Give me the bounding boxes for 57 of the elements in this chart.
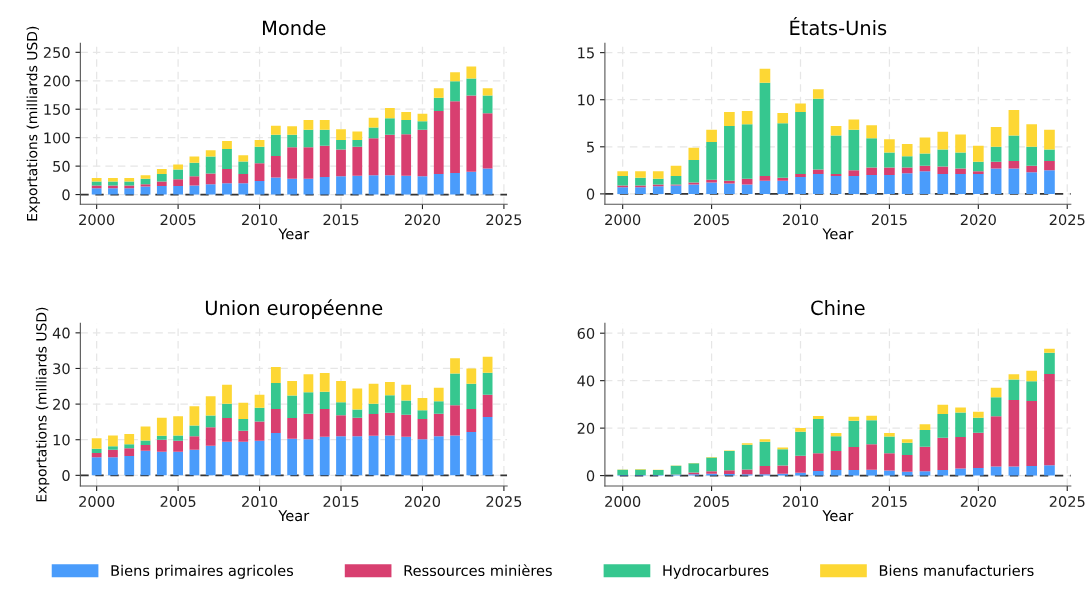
x-tick-label: 2010 [242, 214, 278, 226]
x-tick-label: 2005 [160, 214, 196, 226]
x-tick-label: 2005 [694, 214, 729, 226]
y-tick-label: 0 [62, 470, 70, 482]
x-tick-label: 2020 [960, 496, 996, 508]
x-tick-label: 2000 [605, 496, 641, 508]
x-axis-title: Year [278, 510, 310, 522]
y-tick-label: 0 [586, 188, 595, 200]
y-tick-label: 5 [587, 141, 594, 153]
x-tick-label: 2000 [79, 214, 115, 226]
x-axis-title: Year [822, 510, 854, 522]
x-tick-label: 2005 [160, 496, 196, 508]
y-tick-label: 50 [53, 160, 70, 172]
x-tick-label: 2025 [486, 496, 522, 508]
legend-label: Ressources minières [404, 564, 552, 577]
x-tick-label: 2000 [605, 214, 641, 226]
x-tick-label: 2010 [783, 496, 819, 508]
chart-title: Union européenne [205, 299, 383, 319]
y-tick-label: 200 [43, 75, 70, 87]
x-tick-label: 2015 [323, 214, 359, 226]
y-tick-label: 20 [577, 422, 595, 434]
y-tick-label: 0 [62, 189, 70, 201]
y-tick-label: 60 [577, 327, 595, 339]
y-tick-label: 15 [578, 47, 594, 59]
chart-title: États-Unis [790, 16, 887, 36]
chart-title: Chine [811, 300, 865, 316]
y-tick-label: 0 [586, 470, 595, 482]
x-tick-label: 2005 [694, 496, 729, 508]
x-tick-label: 2025 [486, 214, 522, 226]
y-axis-title: Exportations (milliards USD) [26, 26, 41, 221]
y-tick-label: 20 [53, 398, 70, 410]
y-tick-label: 30 [53, 363, 70, 375]
y-tick-label: 150 [44, 103, 70, 115]
x-tick-label: 2015 [323, 496, 359, 508]
y-tick-label: 40 [577, 375, 595, 387]
x-tick-label: 2015 [871, 496, 907, 508]
y-tick-label: 10 [53, 434, 70, 446]
x-tick-label: 2020 [960, 214, 996, 226]
legend-label: Hydrocarbures [663, 564, 769, 579]
legend-label: Biens manufacturiers [879, 564, 1034, 577]
x-tick-label: 2015 [871, 214, 907, 226]
x-tick-label: 2025 [1049, 496, 1085, 508]
chart-title: Monde [263, 20, 326, 36]
x-axis-title: Year [822, 228, 854, 240]
x-tick-label: 2000 [79, 496, 115, 508]
x-tick-label: 2020 [404, 214, 441, 226]
x-axis-title: Year [278, 228, 310, 240]
x-tick-label: 2010 [242, 496, 278, 508]
x-tick-label: 2010 [783, 214, 819, 226]
y-tick-label: 10 [578, 94, 595, 106]
x-tick-label: 2025 [1049, 214, 1085, 226]
y-tick-label: 250 [43, 47, 70, 59]
y-tick-label: 40 [52, 327, 70, 339]
y-axis-title: Exportations (milliards USD) [35, 307, 50, 502]
y-tick-label: 100 [44, 132, 70, 144]
legend-label: Biens primaires agricoles [111, 564, 294, 579]
x-tick-label: 2020 [404, 496, 441, 508]
